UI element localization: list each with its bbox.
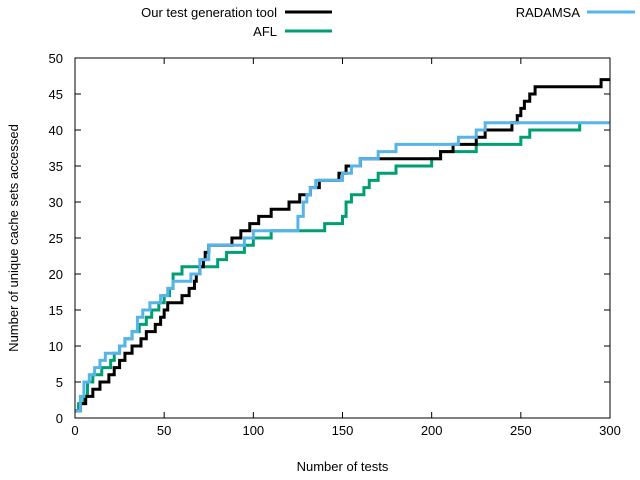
plot-frame [74, 57, 611, 419]
y-tick-label: 0 [56, 411, 63, 426]
y-tick-label: 50 [49, 51, 63, 66]
legend-label: AFL [253, 24, 277, 39]
series-layer [75, 78, 610, 413]
x-tick-label: 50 [157, 423, 171, 438]
series-line-0 [75, 78, 610, 413]
x-tick-label: 200 [421, 423, 443, 438]
x-tick-label: 300 [599, 423, 621, 438]
x-axis-label: Number of tests [297, 459, 389, 474]
y-tick-label: 30 [49, 195, 63, 210]
tick-layer: 0 50 100 150 200 250 300 0 5 10 15 20 25 30 35 40 45 50 [49, 51, 621, 438]
y-tick-label: 15 [49, 303, 63, 318]
series-line-2 [75, 121, 610, 413]
series-line-1 [75, 122, 582, 413]
x-tick-label: 250 [510, 423, 532, 438]
y-tick-label: 45 [49, 87, 63, 102]
y-tick-label: 35 [49, 159, 63, 174]
legend-label: RADAMSA [516, 5, 581, 20]
y-tick-label: 10 [49, 339, 63, 354]
y-tick-label: 5 [56, 375, 63, 390]
x-tick-label: 100 [242, 423, 264, 438]
x-tick-label: 150 [332, 423, 354, 438]
x-tick-label: 0 [71, 423, 78, 438]
y-tick-label: 20 [49, 267, 63, 282]
y-tick-label: 40 [49, 123, 63, 138]
legend-label: Our test generation tool [141, 5, 277, 20]
legend: Our test generation tool AFL RADAMSA [141, 5, 635, 39]
y-axis-label: Number of unique cache sets accessed [6, 124, 21, 352]
y-tick-label: 25 [49, 231, 63, 246]
